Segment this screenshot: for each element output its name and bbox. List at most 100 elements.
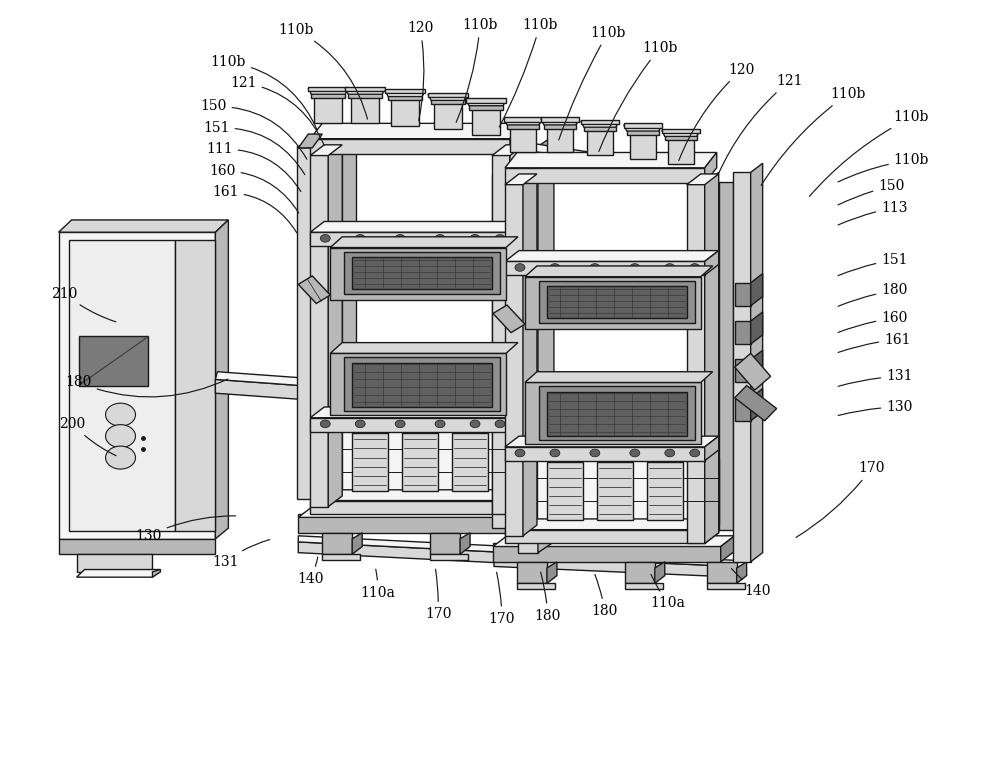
Polygon shape bbox=[541, 118, 579, 122]
Text: 110b: 110b bbox=[279, 23, 367, 119]
Polygon shape bbox=[541, 119, 579, 125]
Polygon shape bbox=[342, 430, 524, 495]
Polygon shape bbox=[625, 562, 655, 584]
Text: 111: 111 bbox=[206, 142, 301, 191]
Circle shape bbox=[495, 420, 505, 428]
Polygon shape bbox=[507, 122, 539, 129]
Polygon shape bbox=[705, 172, 719, 544]
Polygon shape bbox=[733, 172, 751, 562]
Circle shape bbox=[435, 420, 445, 428]
Polygon shape bbox=[525, 382, 701, 444]
Polygon shape bbox=[504, 118, 542, 122]
Polygon shape bbox=[581, 120, 619, 124]
Polygon shape bbox=[344, 357, 500, 411]
Polygon shape bbox=[297, 147, 315, 499]
Polygon shape bbox=[494, 556, 736, 578]
Polygon shape bbox=[310, 490, 524, 501]
Polygon shape bbox=[215, 220, 228, 539]
Polygon shape bbox=[524, 153, 538, 501]
Polygon shape bbox=[505, 183, 523, 536]
Polygon shape bbox=[624, 125, 662, 131]
Polygon shape bbox=[460, 533, 470, 554]
Text: 161: 161 bbox=[838, 333, 911, 353]
Polygon shape bbox=[330, 353, 506, 415]
Circle shape bbox=[495, 234, 505, 242]
Polygon shape bbox=[518, 147, 538, 553]
Text: 140: 140 bbox=[731, 568, 771, 598]
Polygon shape bbox=[352, 433, 388, 492]
Polygon shape bbox=[510, 165, 523, 528]
Polygon shape bbox=[687, 183, 705, 544]
Polygon shape bbox=[308, 88, 348, 94]
Polygon shape bbox=[581, 121, 619, 127]
Polygon shape bbox=[434, 101, 462, 130]
Polygon shape bbox=[517, 562, 547, 584]
Text: 180: 180 bbox=[838, 283, 908, 306]
Polygon shape bbox=[735, 359, 751, 382]
Text: 150: 150 bbox=[200, 100, 307, 159]
Polygon shape bbox=[388, 94, 422, 101]
Polygon shape bbox=[705, 250, 719, 275]
Text: 110b: 110b bbox=[456, 18, 498, 122]
Text: 160: 160 bbox=[838, 311, 908, 333]
Polygon shape bbox=[328, 144, 342, 507]
Polygon shape bbox=[297, 137, 328, 148]
Polygon shape bbox=[314, 94, 342, 124]
Text: 180: 180 bbox=[65, 376, 228, 397]
Polygon shape bbox=[547, 392, 687, 436]
Polygon shape bbox=[547, 562, 557, 584]
Polygon shape bbox=[539, 386, 695, 440]
Circle shape bbox=[515, 449, 525, 457]
Polygon shape bbox=[311, 91, 345, 98]
Polygon shape bbox=[298, 515, 526, 533]
Text: 131: 131 bbox=[838, 369, 913, 386]
Circle shape bbox=[355, 420, 365, 428]
Polygon shape bbox=[721, 536, 735, 562]
Circle shape bbox=[395, 420, 405, 428]
Polygon shape bbox=[505, 153, 717, 168]
Polygon shape bbox=[662, 129, 700, 134]
Circle shape bbox=[630, 263, 640, 271]
Polygon shape bbox=[735, 321, 751, 344]
Polygon shape bbox=[428, 94, 468, 101]
Polygon shape bbox=[510, 148, 620, 178]
Polygon shape bbox=[330, 343, 518, 353]
Text: 110b: 110b bbox=[211, 55, 317, 130]
Polygon shape bbox=[298, 276, 330, 303]
Polygon shape bbox=[308, 87, 348, 91]
Text: 200: 200 bbox=[59, 417, 116, 455]
Polygon shape bbox=[505, 250, 719, 261]
Polygon shape bbox=[391, 97, 419, 126]
Polygon shape bbox=[344, 252, 500, 293]
Polygon shape bbox=[584, 124, 616, 131]
Polygon shape bbox=[665, 134, 697, 141]
Polygon shape bbox=[492, 145, 524, 156]
Text: 113: 113 bbox=[838, 200, 908, 225]
Polygon shape bbox=[510, 141, 622, 165]
Polygon shape bbox=[505, 519, 719, 530]
Polygon shape bbox=[385, 89, 425, 94]
Polygon shape bbox=[351, 94, 379, 124]
Polygon shape bbox=[627, 128, 659, 135]
Polygon shape bbox=[751, 312, 763, 344]
Text: 110a: 110a bbox=[361, 569, 396, 600]
Polygon shape bbox=[505, 261, 705, 275]
Polygon shape bbox=[402, 433, 438, 492]
Text: 161: 161 bbox=[212, 185, 297, 233]
Polygon shape bbox=[298, 542, 540, 565]
Circle shape bbox=[665, 263, 675, 271]
Text: 180: 180 bbox=[535, 572, 561, 623]
Polygon shape bbox=[298, 134, 322, 148]
Text: 180: 180 bbox=[592, 574, 618, 618]
Polygon shape bbox=[510, 407, 524, 432]
Polygon shape bbox=[215, 372, 302, 386]
Polygon shape bbox=[466, 100, 506, 106]
Circle shape bbox=[320, 234, 330, 242]
Polygon shape bbox=[510, 125, 536, 153]
Polygon shape bbox=[705, 519, 719, 544]
Polygon shape bbox=[330, 237, 518, 247]
Polygon shape bbox=[59, 220, 228, 232]
Polygon shape bbox=[510, 124, 522, 154]
Polygon shape bbox=[544, 122, 576, 129]
Polygon shape bbox=[510, 221, 524, 246]
